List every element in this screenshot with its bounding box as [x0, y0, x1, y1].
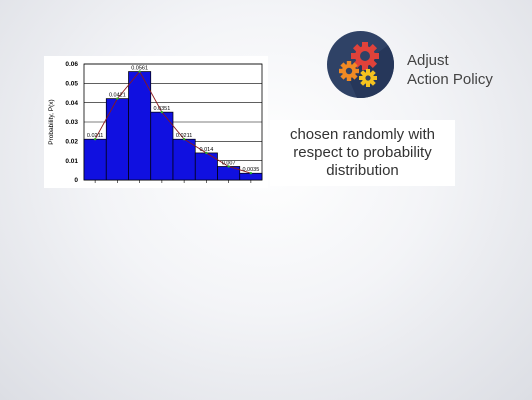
trend-point	[138, 70, 141, 73]
badge-title: Adjust Action Policy	[407, 51, 527, 89]
bar-value-label: 0.0351	[153, 106, 170, 112]
bar-value-label: 0.0561	[131, 66, 148, 72]
y-axis-label: Probability, P(x)	[48, 99, 55, 144]
chart-svg: 0.0211 0.0421 0.0561 0.0351 0.0211 0.014 0.007…	[48, 61, 263, 184]
trend-point	[182, 138, 186, 141]
trend-point	[160, 110, 164, 114]
chart-y-ticks: 0 0.01 0.02 0.03 0.04 0.05 0.06	[65, 61, 78, 184]
y-tick-label: 0.06	[65, 61, 78, 68]
histogram-chart: 0.0211 0.0421 0.0561 0.0351 0.0211 0.014 0.007…	[44, 56, 268, 188]
trend-point	[205, 151, 208, 155]
y-tick-label: 0	[74, 177, 78, 184]
bar-value-label: 0.0421	[109, 93, 126, 99]
y-tick-label: 0.03	[65, 119, 78, 126]
y-tick-label: 0.02	[65, 139, 78, 146]
chart-bars	[83, 71, 263, 181]
histogram-bar	[194, 152, 218, 181]
y-tick-label: 0.05	[65, 81, 78, 88]
badge-title-line2: Action Policy	[407, 71, 493, 88]
histogram-bar	[172, 138, 196, 181]
caption-text: chosen randomly with respect to probabil…	[289, 126, 436, 179]
chart-trend	[93, 70, 253, 175]
gears-icon	[327, 31, 394, 98]
y-tick-label: 0.01	[65, 158, 78, 165]
trend-point	[249, 172, 253, 175]
y-tick-label: 0.04	[65, 100, 78, 107]
trend-line	[94, 70, 252, 174]
caption-box: chosen randomly with respect to probabil…	[270, 120, 455, 186]
bar-value-label: 0.0035	[242, 167, 259, 173]
chart-data-labels: 0.0211 0.0421 0.0561 0.0351 0.0211 0.014 0.007…	[87, 66, 259, 174]
bar-value-label: 0.014	[199, 147, 213, 153]
trend-point	[116, 97, 119, 100]
bar-value-label: 0.007	[222, 160, 236, 166]
badge-title-line1: Adjust	[407, 52, 449, 69]
bar-value-label: 0.0211	[176, 133, 192, 139]
histogram-bar	[128, 71, 152, 181]
histogram-bar	[105, 98, 129, 181]
histogram-bar	[83, 138, 107, 181]
trend-point	[227, 165, 230, 168]
trend-point	[93, 138, 97, 141]
bar-value-label: 0.0211	[87, 133, 103, 139]
